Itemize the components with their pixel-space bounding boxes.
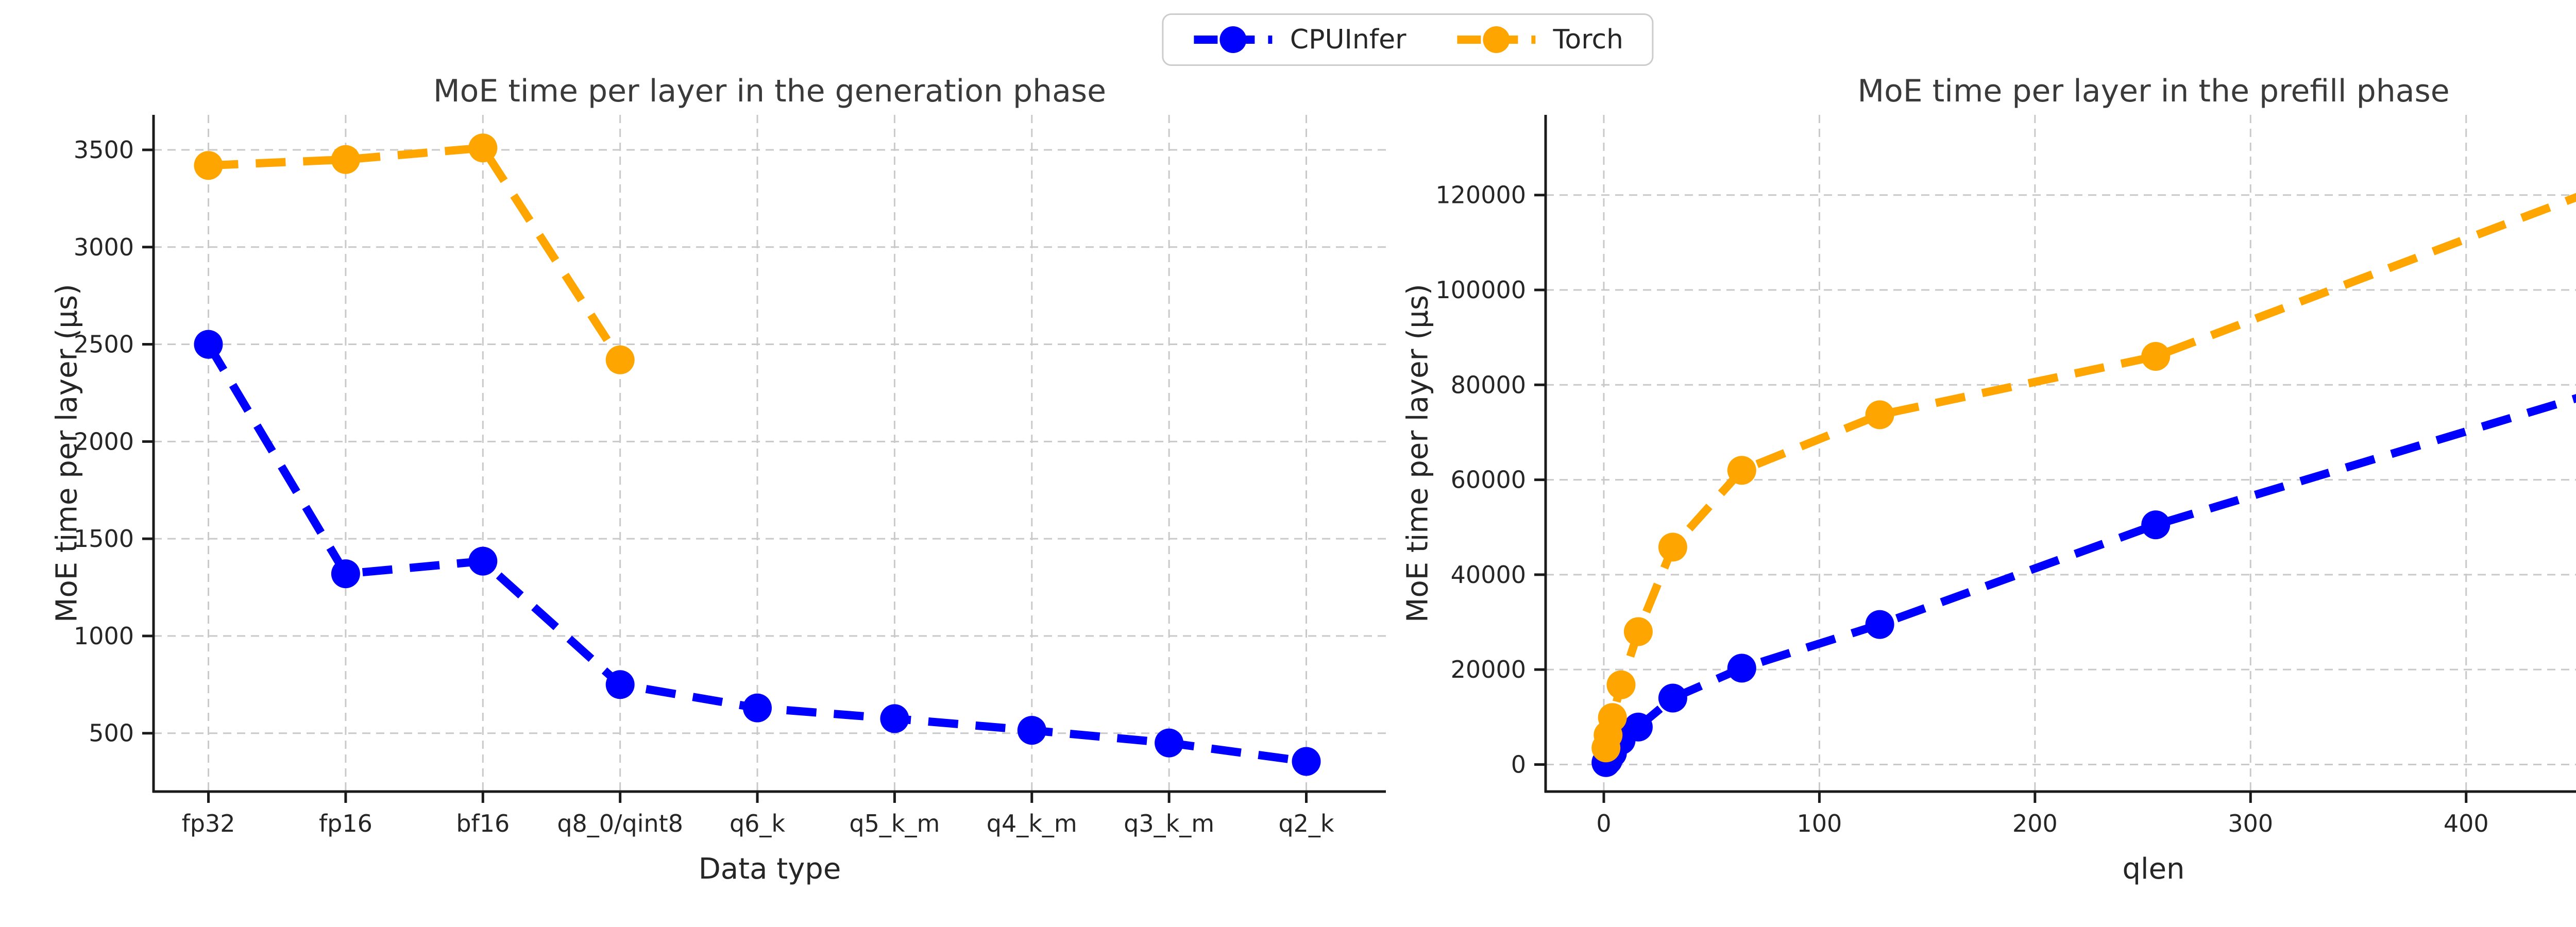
- legend-label-cpuinfer: CPUInfer: [1290, 24, 1406, 55]
- prefill-torch-data-point: [1606, 670, 1636, 699]
- legend-dot-icon: [1219, 26, 1247, 53]
- generation-cpuinfer-data-point: [880, 704, 909, 733]
- prefill-yaxis-label: MoE time per layer (μs): [1401, 284, 1435, 623]
- prefill-y-tick-label: 120000: [1435, 181, 1526, 209]
- generation-yaxis-label: MoE time per layer (μs): [50, 284, 84, 623]
- prefill-cpuinfer-data-point: [1658, 683, 1687, 713]
- prefill-x-tick-label: 100: [1797, 810, 1842, 837]
- generation-x-tick-label: fp16: [319, 810, 372, 837]
- generation-cpuinfer-data-point: [1155, 728, 1184, 758]
- generation-torch-data-point: [468, 133, 498, 163]
- generation-cpuinfer-data-point: [605, 670, 635, 699]
- torch-line-marker-icon: [1457, 26, 1536, 53]
- prefill-torch-data-point: [1865, 400, 1894, 430]
- prefill-y-tick-label: 80000: [1451, 371, 1526, 399]
- cpuinfer-line-marker-icon: [1194, 26, 1273, 53]
- generation-cpuinfer-data-point: [194, 330, 223, 359]
- generation-y-tick-label: 1000: [74, 622, 134, 650]
- prefill-x-tick-label: 0: [1596, 810, 1611, 837]
- prefill-cpuinfer-data-point: [1727, 654, 1756, 683]
- generation-y-tick-label: 2500: [74, 331, 134, 358]
- prefill-x-tick-label: 400: [2444, 810, 2489, 837]
- prefill-y-tick-label: 60000: [1451, 466, 1526, 494]
- prefill-cpuinfer-line: [1603, 394, 2576, 766]
- generation-x-tick-label: q5_k_m: [849, 810, 940, 837]
- generation-x-tick-label: bf16: [456, 810, 510, 837]
- generation-x-tick-label: q6_k: [730, 810, 785, 837]
- prefill-chart-title: MoE time per layer in the prefill phase: [1857, 73, 2450, 109]
- generation-xaxis-label: Data type: [698, 852, 841, 886]
- generation-y-tick-label: 2000: [74, 427, 134, 455]
- generation-chart-title: MoE time per layer in the generation pha…: [433, 73, 1107, 109]
- prefill-cpuinfer-data-point: [2141, 510, 2171, 540]
- generation-cpuinfer-data-point: [1292, 747, 1321, 776]
- prefill-x-tick-label: 300: [2228, 810, 2273, 837]
- prefill-torch-data-point: [1598, 703, 1627, 732]
- prefill-x-tick-label: 200: [2012, 810, 2058, 837]
- generation-x-tick-label: q3_k_m: [1124, 810, 1214, 837]
- legend-item-torch: Torch: [1455, 23, 1623, 56]
- generation-x-tick-label: fp32: [182, 810, 235, 837]
- generation-cpuinfer-data-point: [743, 693, 772, 723]
- prefill-torch-data-point: [1727, 456, 1756, 485]
- legend: CPUInfer Torch: [1162, 13, 1654, 66]
- generation-torch-data-point: [194, 151, 223, 180]
- legend-item-cpuinfer: CPUInfer: [1192, 23, 1406, 56]
- prefill-torch-data-point: [1623, 617, 1653, 646]
- generation-torch-data-point: [331, 145, 360, 174]
- generation-y-tick-label: 3000: [74, 233, 134, 261]
- generation-cpuinfer-data-point: [331, 559, 360, 589]
- prefill-y-tick-label: 20000: [1451, 656, 1526, 683]
- prefill-y-tick-label: 100000: [1435, 276, 1526, 304]
- generation-x-tick-label: q4_k_m: [987, 810, 1077, 837]
- generation-x-tick-label: q2_k: [1278, 810, 1334, 837]
- prefill-cpuinfer-data-point: [1865, 610, 1894, 639]
- generation-torch-line: [208, 143, 624, 363]
- generation-x-tick-label: q8_0/qint8: [557, 810, 683, 837]
- prefill-y-tick-label: 0: [1511, 750, 1526, 778]
- legend-dot-icon: [1483, 26, 1510, 53]
- generation-torch-data-point: [605, 345, 635, 374]
- prefill-xaxis-label: qlen: [2122, 852, 2185, 886]
- legend-label-torch: Torch: [1553, 24, 1624, 55]
- prefill-torch-data-point: [1658, 533, 1687, 562]
- generation-cpuinfer-data-point: [1017, 716, 1046, 745]
- prefill-y-tick-label: 40000: [1451, 561, 1526, 589]
- prefill-cpuinfer-data-point: [1623, 712, 1653, 742]
- generation-y-tick-label: 3500: [74, 136, 134, 164]
- generation-cpuinfer-data-point: [468, 546, 498, 576]
- generation-y-tick-label: 500: [89, 719, 134, 747]
- prefill-torch-data-point: [2141, 342, 2171, 371]
- generation-y-tick-label: 1500: [74, 525, 134, 553]
